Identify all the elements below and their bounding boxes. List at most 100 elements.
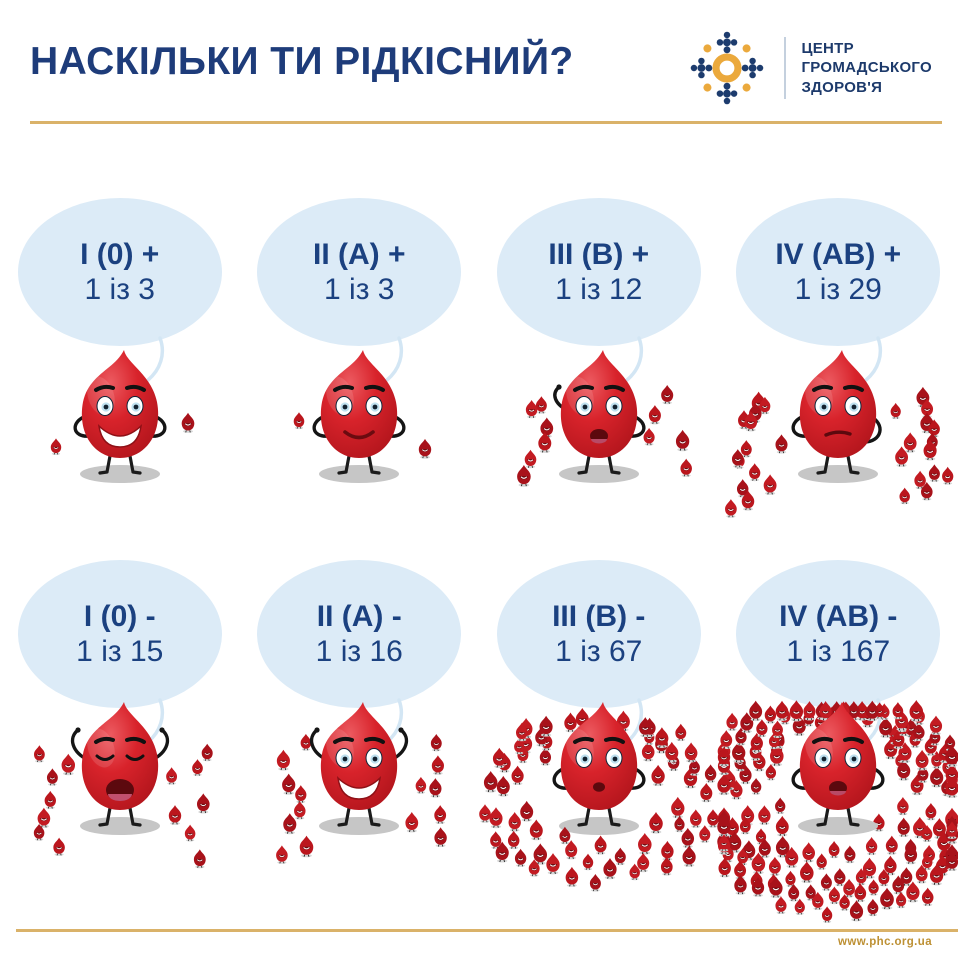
blood-type-card: II (A) - 1 із 16 (240, 548, 480, 960)
small-drop-icon (744, 411, 758, 432)
small-drop-icon (879, 717, 893, 738)
speech-bubble-tail (864, 336, 883, 382)
small-drop-icon (299, 835, 314, 858)
big-drop-character (791, 702, 885, 835)
small-drop-icon (564, 712, 577, 733)
small-drop-icon (718, 857, 732, 878)
speech-bubble: IV (AB) - 1 із 167 (736, 560, 941, 708)
small-drop-icon (184, 824, 196, 842)
small-drop-icon (785, 870, 796, 887)
small-drop-icon (641, 741, 655, 762)
small-drop-icon (283, 813, 297, 835)
rarity-ratio-label: 1 із 67 (555, 634, 643, 668)
small-drop-icon (483, 770, 498, 793)
small-drop-icon (914, 470, 927, 490)
small-drop-icon (756, 719, 768, 738)
small-drop-icon (741, 440, 753, 458)
small-drop-icon (50, 438, 61, 455)
small-drop-icon (897, 759, 911, 781)
small-drop-icon (637, 832, 652, 855)
small-drop-icon (802, 842, 816, 863)
small-drop-icon (896, 891, 907, 909)
small-drop-icon (839, 894, 851, 911)
small-drop-icon (675, 429, 690, 452)
drop-characters-illustration (50, 350, 195, 483)
speech-bubble: II (A) - 1 із 16 (257, 560, 462, 708)
small-drop-icon (789, 700, 804, 722)
small-drop-icon (765, 764, 777, 781)
drop-characters-illustration (276, 702, 448, 864)
rarity-ratio-label: 1 із 15 (76, 634, 164, 668)
small-drop-icon (769, 876, 783, 898)
small-drop-icon (764, 705, 777, 724)
small-drop-icon (718, 834, 730, 852)
website-url: www.phc.org.ua (838, 936, 932, 948)
small-drop-icon (46, 768, 58, 786)
small-drop-icon (689, 809, 702, 828)
small-drop-icon (528, 859, 540, 877)
small-drop-icon (44, 790, 56, 809)
small-drop-icon (816, 853, 828, 870)
small-drop-icon (946, 851, 958, 871)
small-drop-icon (181, 412, 195, 433)
small-drop-icon (565, 866, 578, 887)
small-drop-icon (866, 700, 879, 722)
small-drop-icon (508, 811, 521, 832)
small-drop-icon (514, 848, 527, 867)
drop-characters-scene (239, 344, 479, 519)
small-drop-icon (776, 815, 789, 837)
small-drop-icon (737, 479, 749, 498)
small-drop-icon (276, 845, 288, 864)
small-drop-icon (922, 887, 934, 907)
blood-type-label: II (A) + (312, 237, 406, 271)
small-drop-icon (834, 868, 846, 887)
blood-type-card: I (0) - 1 із 15 (0, 548, 240, 960)
small-drop-icon (684, 742, 698, 763)
small-drop-icon (191, 759, 203, 777)
small-drop-icon (434, 827, 448, 848)
small-drop-icon (803, 701, 816, 721)
small-drop-icon (513, 737, 525, 755)
small-drop-icon (751, 778, 762, 795)
small-drop-icon (489, 807, 503, 829)
small-drop-icon (925, 803, 937, 821)
rarity-ratio-label: 1 із 167 (786, 634, 891, 668)
small-drop-icon (648, 811, 663, 834)
small-drop-icon (674, 815, 685, 833)
small-drop-icon (749, 700, 763, 722)
small-drop-icon (741, 490, 755, 511)
small-drop-icon (295, 785, 307, 804)
small-drop-icon (897, 796, 909, 816)
big-drop-character (312, 350, 406, 483)
small-drop-icon (829, 886, 841, 905)
blood-type-label: II (A) - (316, 599, 402, 633)
phc-dots-icon (691, 31, 764, 105)
drop-characters-scene (478, 696, 719, 928)
blood-type-grid: I (0) + 1 із 3 II (A) + 1 із 3 (0, 150, 958, 960)
small-drop-icon (419, 438, 432, 459)
blood-type-card: III (B) - 1 із 67 (478, 548, 719, 960)
drop-characters-illustration (516, 350, 692, 487)
rarity-ratio-label: 1 із 29 (794, 272, 882, 306)
small-drop-icon (201, 743, 213, 762)
small-drop-icon (515, 722, 528, 742)
small-drop-icon (168, 805, 181, 825)
blood-type-label: IV (AB) + (775, 237, 902, 271)
small-drop-icon (540, 417, 553, 438)
small-drop-icon (680, 458, 692, 477)
small-drop-icon (776, 836, 790, 858)
drop-characters-illustration (33, 702, 213, 869)
small-drop-icon (880, 887, 895, 910)
small-drop-icon (431, 734, 443, 752)
small-drop-icon (660, 384, 673, 405)
blood-type-label: I (0) + (80, 237, 160, 271)
small-drop-icon (681, 827, 694, 848)
small-drop-icon (930, 766, 944, 788)
small-drop-icon (717, 774, 731, 796)
small-drop-icon (878, 869, 890, 887)
small-drop-icon (769, 856, 782, 876)
small-drop-icon (740, 712, 754, 733)
small-drop-icon (921, 482, 933, 501)
small-drop-icon (559, 826, 571, 845)
small-drop-icon (405, 812, 419, 833)
